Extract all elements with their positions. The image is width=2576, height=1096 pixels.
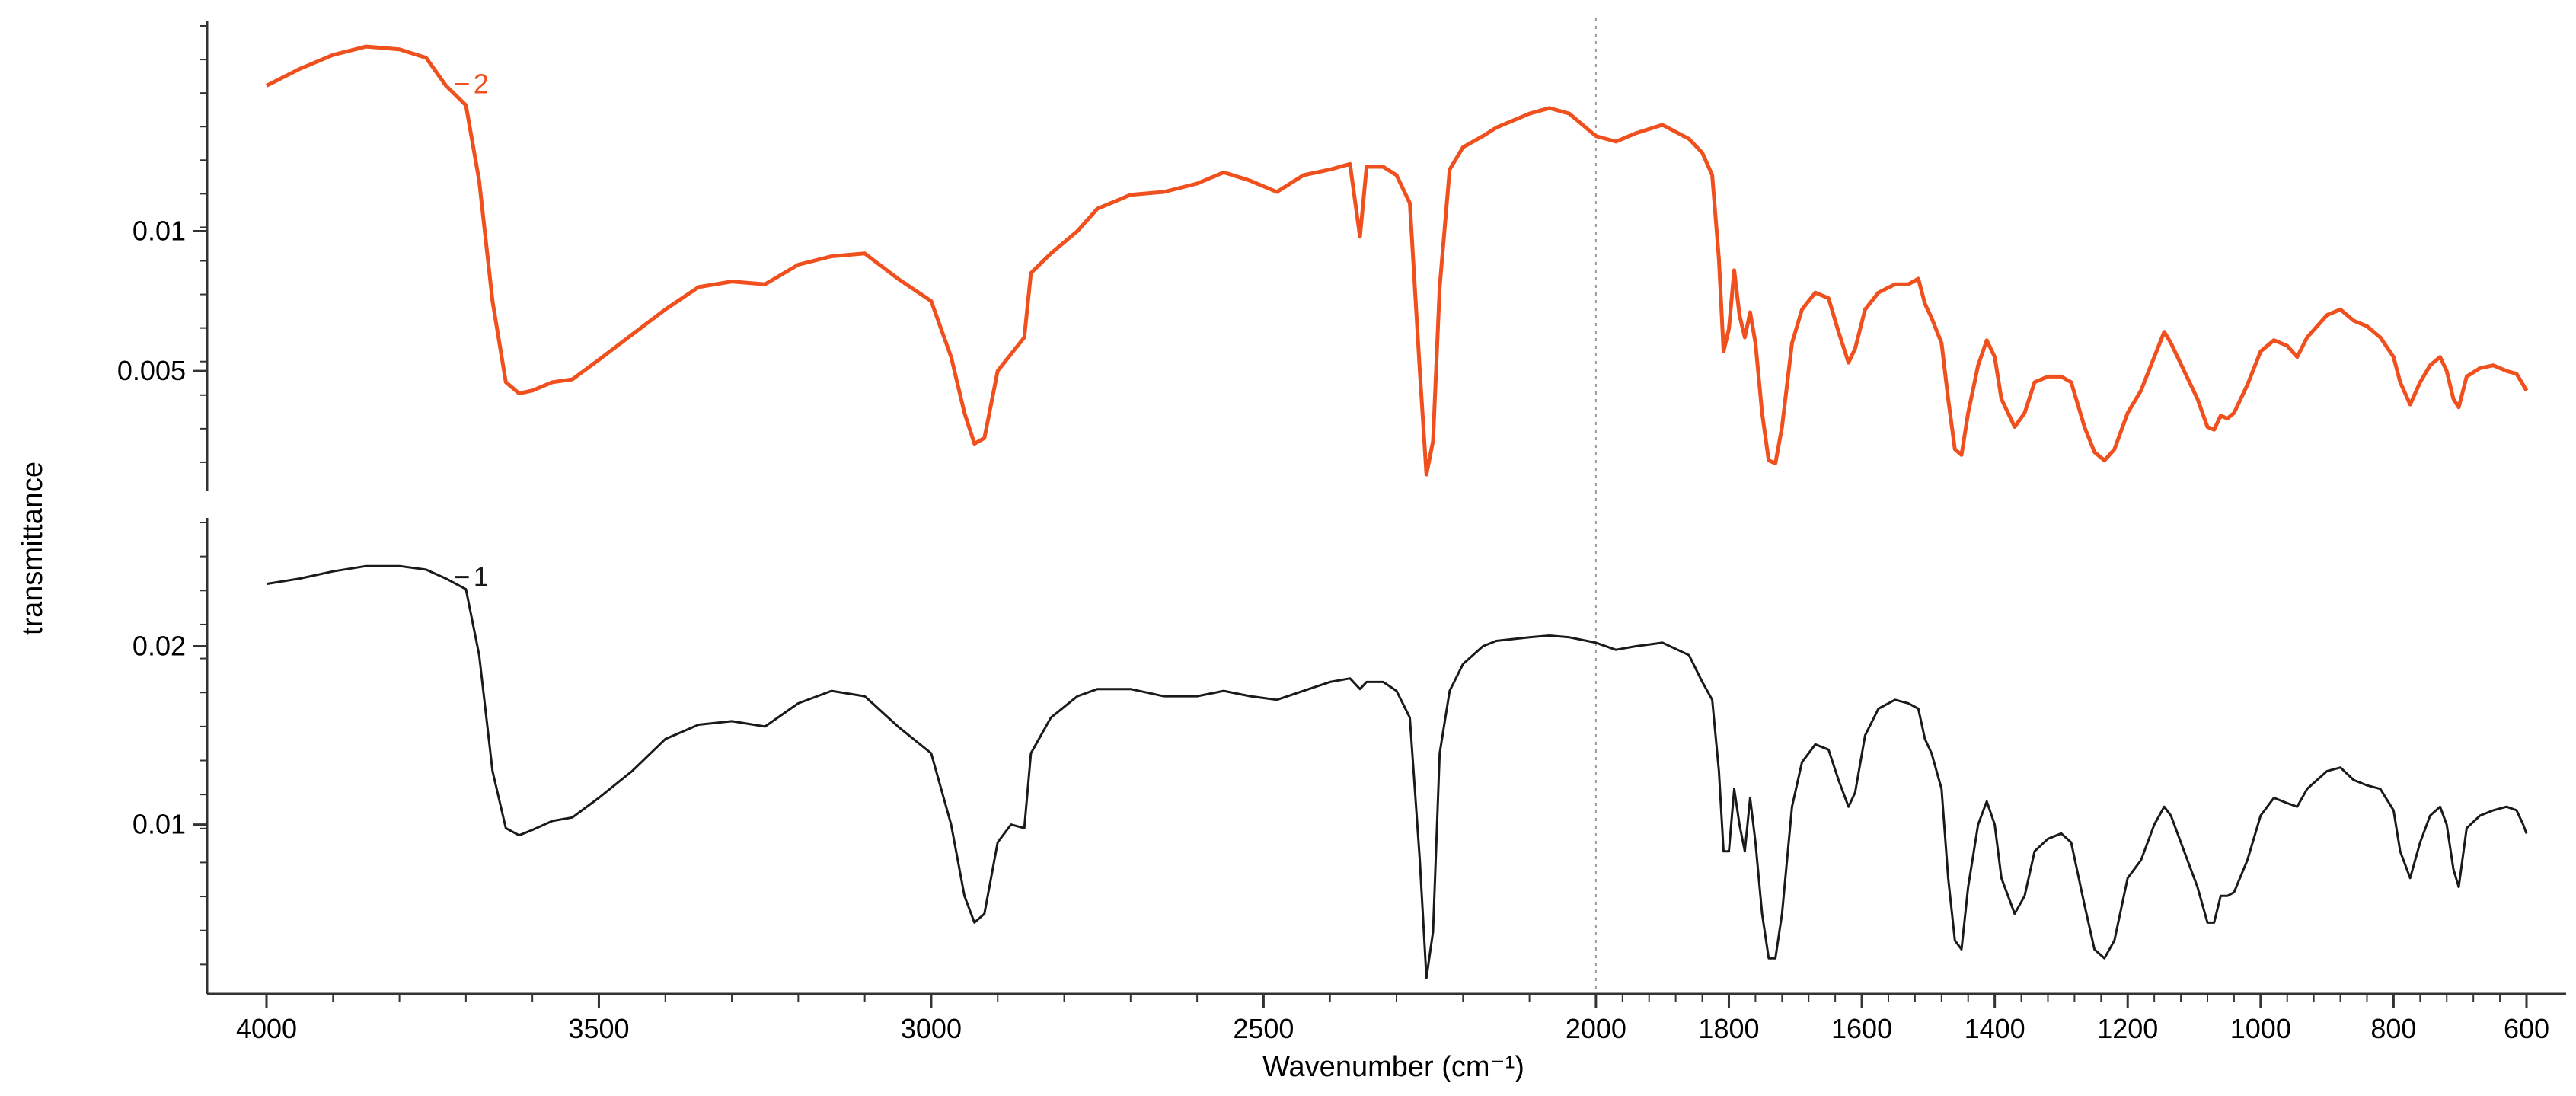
x-tick-label: 1000 [2230,1013,2291,1044]
x-tick-label: 1200 [2097,1013,2158,1044]
series-tag-2: 2 [474,68,489,99]
x-tick-label: 600 [2504,1013,2549,1044]
series-tag-1: 1 [474,561,489,593]
x-tick-label: 3500 [568,1013,629,1044]
x-tick-label: 1800 [1698,1013,1759,1044]
y-axis-title: transmittance [17,462,49,635]
y-tick-label: 0.01 [132,809,186,840]
x-tick-label: 4000 [236,1013,297,1044]
axis-labels: Wavenumber (cm⁻¹) transmittance [17,462,1524,1083]
y-tick-label: 0.005 [117,355,186,386]
spectrum-line-1 [266,564,2528,979]
y-tick-label: 0.02 [132,631,186,662]
y-tick-label: 0.01 [132,215,186,246]
x-tick-label: 3000 [901,1013,962,1044]
x-axis-title: Wavenumber (cm⁻¹) [1262,1051,1524,1083]
x-tick-label: 2000 [1566,1013,1626,1044]
x-tick-label: 800 [2370,1013,2416,1044]
x-tick-label: 2500 [1233,1013,1294,1044]
axes: 4000 3500 3000 2500 2000 1800 1600 1400 1200 1000… [117,21,2566,1044]
x-tick-label: 1400 [1965,1013,2025,1044]
x-tick-label: 1600 [1831,1013,1892,1044]
spectra: 21 [265,44,2529,979]
spectrum-line-2 [265,44,2529,477]
